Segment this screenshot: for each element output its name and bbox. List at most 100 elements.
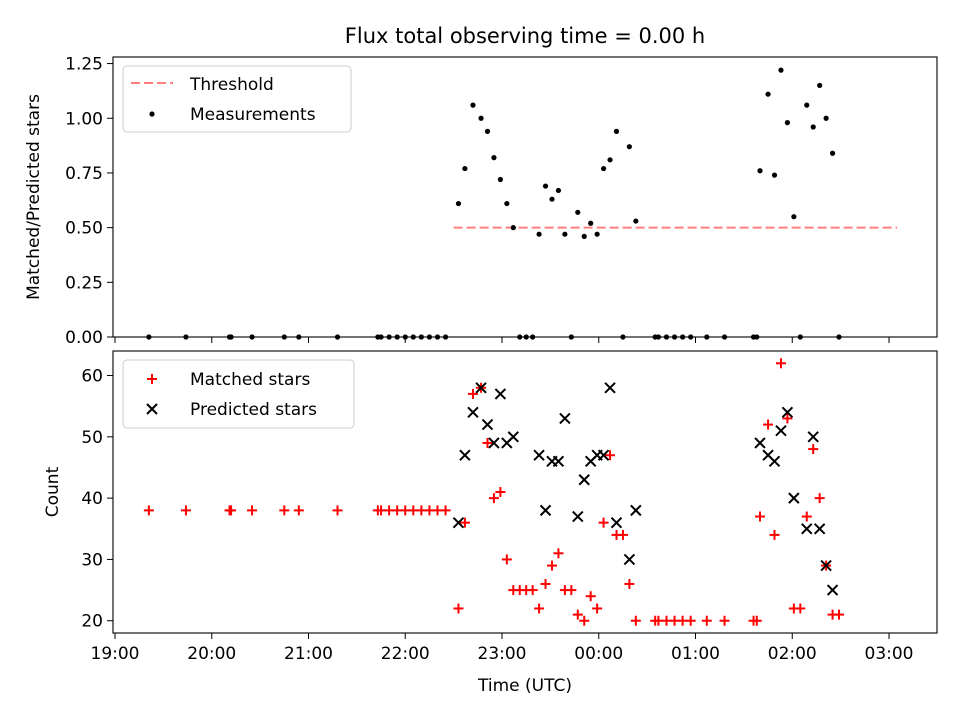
measurement-point bbox=[575, 209, 581, 215]
cross-stroke-b bbox=[552, 455, 565, 468]
legend-matched-label: Matched stars bbox=[190, 370, 310, 390]
measurement-point bbox=[791, 214, 797, 220]
bottom-x-axis-label: Time (UTC) bbox=[477, 676, 572, 696]
matched-star-point bbox=[226, 505, 237, 516]
legend-predicted-label: Predicted stars bbox=[190, 400, 317, 420]
top-legend-box bbox=[122, 65, 352, 133]
y-tick-label: 0.75 bbox=[65, 164, 103, 184]
matched-star-point bbox=[585, 591, 596, 602]
y-tick-label: 0.00 bbox=[65, 328, 103, 348]
measurement-point bbox=[633, 218, 639, 224]
matched-star-point bbox=[440, 505, 451, 516]
cross-stroke-b bbox=[781, 406, 794, 419]
predicted-star-point bbox=[533, 449, 545, 461]
measurement-point bbox=[549, 196, 555, 202]
predicted-star-point bbox=[768, 455, 781, 468]
cross-stroke-b bbox=[597, 449, 610, 461]
matched-star-point bbox=[180, 505, 191, 516]
bottom-plot-area: 20 30 40 50 60 19:00 20:00 21:00 22:00 23:00 00:00… bbox=[81, 350, 938, 664]
measurement-point bbox=[562, 231, 568, 237]
matched-star-point bbox=[247, 505, 258, 516]
matched-star-point bbox=[814, 493, 825, 504]
cross-stroke-b bbox=[539, 504, 552, 517]
predicted-star-point bbox=[623, 553, 636, 566]
predicted-star-point bbox=[552, 455, 565, 468]
predicted-star-point bbox=[488, 437, 500, 449]
predicted-star-point bbox=[801, 523, 813, 535]
matched-star-point bbox=[459, 517, 470, 528]
measurement-point bbox=[491, 155, 497, 161]
cross-stroke-b bbox=[475, 382, 487, 394]
matched-star-point bbox=[782, 413, 793, 424]
cross-stroke-b bbox=[488, 437, 500, 449]
top-chart-title: Flux total observing time = 0.00 h bbox=[345, 24, 705, 48]
matched-star-point bbox=[566, 585, 577, 596]
measurement-point bbox=[626, 144, 632, 150]
cross-stroke-b bbox=[604, 382, 616, 394]
matched-star-point bbox=[701, 615, 712, 626]
y-tick-label: 40 bbox=[81, 489, 103, 509]
matched-star-point bbox=[769, 529, 780, 540]
x-tick-label: 02:00 bbox=[768, 644, 817, 664]
predicted-star-point bbox=[826, 584, 839, 596]
cross-stroke-b bbox=[801, 523, 813, 535]
matched-star-point bbox=[834, 609, 845, 620]
x-tick-label: 00:00 bbox=[574, 644, 623, 664]
cross-stroke-b bbox=[775, 424, 787, 437]
predicted-star-point bbox=[630, 504, 642, 517]
measurement-point bbox=[784, 120, 791, 126]
measurement-point bbox=[536, 231, 542, 237]
matched-star-point bbox=[482, 437, 493, 448]
x-tick-label: 23:00 bbox=[478, 644, 527, 664]
predicted-star-point bbox=[610, 516, 623, 529]
top-axes-frame bbox=[112, 56, 938, 338]
matched-star-point bbox=[795, 603, 806, 614]
predicted-star-point bbox=[494, 388, 507, 400]
matched-star-point bbox=[143, 505, 154, 516]
predicted-star-point bbox=[775, 424, 787, 437]
predicted-star-point bbox=[452, 516, 465, 529]
matched-star-point bbox=[527, 585, 538, 596]
matched-star-point bbox=[553, 548, 564, 559]
x-tick-label: 20:00 bbox=[187, 644, 236, 664]
measurement-point bbox=[607, 157, 613, 163]
legend-measurements-swatch bbox=[149, 111, 155, 117]
matched-star-point bbox=[293, 505, 304, 516]
measurement-point bbox=[757, 168, 763, 174]
matched-star-point bbox=[540, 578, 551, 589]
measurement-point bbox=[555, 187, 562, 194]
x-tick-label: 01:00 bbox=[671, 644, 720, 664]
y-tick-label: 60 bbox=[81, 367, 103, 387]
matched-star-point bbox=[592, 603, 603, 614]
y-tick-label: 30 bbox=[81, 550, 103, 570]
predicted-star-point bbox=[578, 474, 590, 486]
matched-star-point bbox=[755, 511, 765, 522]
predicted-star-point bbox=[788, 492, 800, 504]
measurement-point bbox=[804, 102, 810, 108]
matched-star-point bbox=[630, 615, 641, 626]
cross-stroke-b bbox=[459, 449, 471, 461]
predicted-star-point bbox=[539, 504, 552, 517]
predicted-star-point bbox=[559, 412, 571, 425]
x-tick-label: 21:00 bbox=[284, 644, 333, 664]
predicted-star-point bbox=[507, 431, 519, 443]
measurement-point bbox=[581, 233, 587, 239]
matched-star-point bbox=[332, 505, 343, 516]
cross-stroke-b bbox=[762, 449, 774, 461]
y-tick-label: 0.25 bbox=[65, 273, 103, 293]
predicted-star-point bbox=[754, 437, 766, 449]
measurement-point bbox=[510, 225, 516, 231]
measurement-point bbox=[478, 115, 484, 121]
cross-stroke-b bbox=[788, 492, 800, 504]
predicted-star-point bbox=[820, 559, 832, 572]
matched-star-point bbox=[751, 615, 762, 626]
cross-stroke-b bbox=[578, 474, 590, 486]
matched-star-point bbox=[579, 615, 590, 626]
legend-measurements-label: Measurements bbox=[190, 105, 316, 125]
cross-stroke-b bbox=[572, 510, 584, 523]
legend-matched-swatch bbox=[147, 374, 157, 384]
matched-star-point bbox=[467, 388, 478, 399]
predicted-star-point bbox=[481, 418, 494, 431]
cross-stroke-b bbox=[494, 388, 507, 400]
measurement-point bbox=[823, 115, 829, 121]
